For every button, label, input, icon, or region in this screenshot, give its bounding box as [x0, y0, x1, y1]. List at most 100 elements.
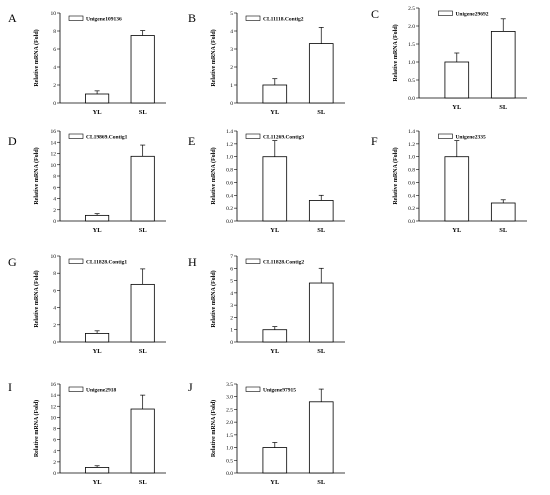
y-tick-label: 2.5 [226, 407, 233, 413]
bar-sl [308, 282, 334, 343]
legend-label: CL19869.Contig1 [86, 135, 128, 141]
legend-swatch [245, 15, 261, 21]
y-tick-label: 2.0 [226, 420, 233, 426]
x-tick-label: SL [139, 227, 148, 234]
y-tick-label: 5 [230, 279, 233, 285]
y-tick-label: 0.6 [226, 180, 233, 186]
panel-letter: J [188, 380, 193, 394]
y-tick-label: 12 [51, 152, 57, 158]
legend-swatch [68, 258, 84, 264]
y-tick-label: 8 [53, 271, 56, 277]
legend-swatch [245, 386, 261, 392]
y-tick-label: 4 [230, 291, 233, 297]
y-tick-label: 0.0 [226, 219, 233, 225]
y-tick-label: 0.5 [226, 458, 233, 464]
x-tick-label: SL [499, 227, 508, 234]
x-tick-label: YL [93, 227, 103, 234]
legend-label: Unigene97915 [263, 388, 296, 394]
y-tick-label: 10 [51, 415, 57, 421]
y-tick-label: 1.2 [408, 142, 415, 148]
y-tick-label: 1.5 [408, 42, 415, 48]
y-axis-label: Relative mRNA (Fold) [33, 400, 40, 457]
y-tick-label: 0 [53, 340, 56, 346]
y-tick-label: 0.4 [226, 193, 233, 199]
x-tick-label: YL [452, 227, 462, 234]
panel-letter: C [371, 7, 379, 21]
y-axis-label: Relative mRNA (Fold) [210, 400, 217, 457]
y-tick-label: 1.0 [226, 155, 233, 161]
bar-yl [444, 156, 470, 222]
x-tick-label: SL [139, 348, 148, 355]
x-tick-label: SL [317, 348, 326, 355]
y-tick-label: 1.4 [408, 129, 415, 135]
y-tick-label: 2 [53, 460, 56, 466]
panel-letter: F [371, 134, 378, 148]
y-tick-label: 0.8 [226, 168, 233, 174]
y-tick-label: 2 [53, 83, 56, 89]
bar-yl [262, 84, 288, 104]
bar-sl [308, 401, 334, 474]
y-axis-label: Relative mRNA (Fold) [33, 147, 40, 204]
y-axis-label: Relative mRNA (Fold) [210, 147, 217, 204]
y-tick-label: 1.0 [408, 60, 415, 66]
y-tick-label: 12 [51, 404, 57, 410]
panel-d: D 0 2 4 6 8 10 12 14 16 Relative mRNA (Fold) YL SL CL… [8, 129, 166, 234]
panel-letter: B [188, 11, 196, 25]
panel-a: A 0 2 4 6 8 10 Relative mRNA (Fold) YL SL Unigene1… [8, 11, 166, 116]
y-tick-label: 2 [53, 208, 56, 214]
y-tick-label: 0 [53, 471, 56, 477]
x-tick-label: YL [270, 227, 280, 234]
x-tick-label: YL [93, 479, 103, 486]
bar-yl [85, 332, 110, 343]
x-tick-label: SL [317, 227, 326, 234]
y-tick-label: 1.2 [226, 142, 233, 148]
bar-sl [130, 155, 155, 222]
y-axis-label: Relative mRNA (Fold) [33, 29, 40, 86]
bar-sl [490, 202, 516, 222]
y-tick-label: 2.0 [408, 24, 415, 30]
y-tick-label: 14 [51, 393, 57, 399]
y-tick-label: 0.0 [226, 471, 233, 477]
y-tick-label: 1 [230, 83, 233, 89]
x-tick-label: YL [93, 348, 103, 355]
panel-j: J 0.0 0.5 1.0 1.5 2.0 2.5 3.0 3.5 Relative mRNA (… [188, 380, 345, 486]
x-tick-label: SL [139, 109, 148, 116]
legend-label: CL11118.Contig2 [263, 17, 304, 23]
y-tick-label: 8 [53, 29, 56, 35]
y-tick-label: 1.0 [408, 155, 415, 161]
panel-c: C 0.0 0.5 1.0 1.5 2.0 2.5 Relative mRNA (Fold) Y… [371, 6, 527, 111]
y-tick-label: 2.5 [408, 6, 415, 12]
legend-label: CL11269.Contig3 [263, 135, 304, 141]
y-tick-label: 5 [230, 11, 233, 17]
bar-yl [262, 447, 288, 474]
y-tick-label: 14 [51, 140, 57, 146]
x-tick-label: YL [270, 109, 280, 116]
y-tick-label: 0.6 [408, 180, 415, 186]
panel-h: H 0 1 2 3 4 5 6 7 Relative mRNA (Fold) YL SL CL11828… [188, 254, 345, 355]
y-tick-label: 2 [53, 323, 56, 329]
bar-yl [85, 214, 110, 222]
y-tick-label: 3.0 [226, 395, 233, 401]
y-tick-label: 4 [53, 65, 56, 71]
legend-swatch [438, 133, 453, 139]
y-tick-label: 6 [53, 47, 56, 53]
legend-swatch [245, 258, 261, 264]
y-tick-label: 16 [51, 382, 57, 388]
y-tick-label: 0.4 [408, 193, 415, 199]
x-tick-label: SL [317, 109, 326, 116]
y-tick-label: 4 [53, 197, 56, 203]
legend-label: Unigene109136 [86, 17, 122, 23]
legend-label: Unigene2335 [455, 135, 486, 141]
legend-swatch [68, 386, 84, 392]
x-tick-label: SL [499, 104, 508, 111]
y-tick-label: 7 [230, 254, 233, 260]
legend-label: Unigene2918 [86, 388, 117, 394]
legend-swatch [68, 133, 84, 139]
y-tick-label: 6 [53, 185, 56, 191]
y-axis-label: Relative mRNA (Fold) [392, 24, 399, 81]
bar-sl [308, 43, 334, 104]
bar-sl [130, 35, 155, 104]
y-tick-label: 1.5 [226, 433, 233, 439]
y-tick-label: 10 [51, 11, 57, 17]
legend-swatch [68, 15, 84, 21]
